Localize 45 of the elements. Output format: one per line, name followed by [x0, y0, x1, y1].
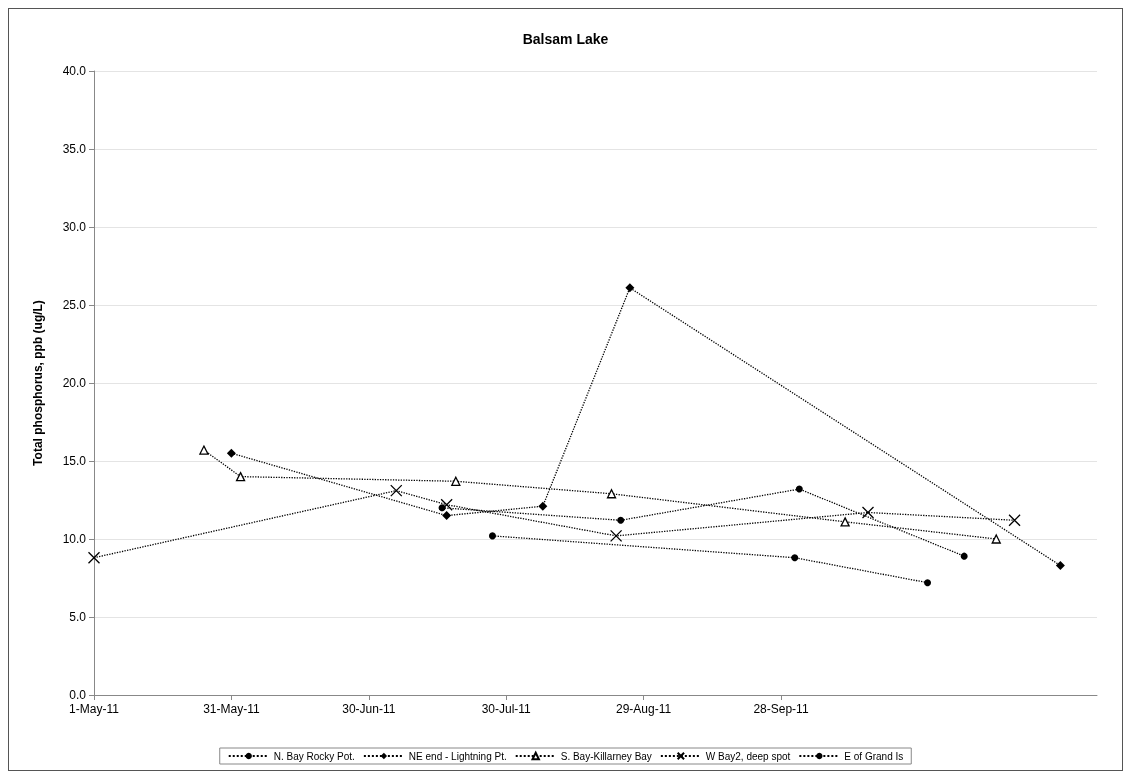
x-tick-label: 30-Jun-11 [342, 702, 396, 716]
point [617, 516, 625, 524]
point [606, 489, 617, 499]
point [795, 485, 803, 493]
point [488, 532, 496, 540]
point [440, 498, 453, 511]
point [840, 517, 850, 527]
x-tick-label: 30-Jul-11 [481, 702, 532, 716]
legend-label: NE end - Lightning Pt. [408, 750, 507, 762]
y-tick-label: 30.0 [62, 220, 87, 234]
y-tick-label: 15.0 [62, 454, 87, 468]
chart-title: Balsam Lake [522, 31, 609, 47]
legend-label: S. Bay-Killarney Bay [560, 750, 652, 762]
point [924, 579, 932, 587]
point [226, 448, 236, 458]
legend-label: W Bay2, deep spot [705, 750, 791, 762]
point [791, 554, 799, 562]
point [538, 501, 548, 511]
y-axis-title: Total phosphorus, ppb (ug/L) [31, 300, 45, 466]
y-tick-label: 40.0 [62, 64, 87, 78]
point [199, 445, 209, 455]
y-tick-label: 5.0 [69, 610, 87, 624]
point [1055, 561, 1065, 571]
point [442, 511, 452, 521]
x-tick-label: 29-Aug-11 [616, 702, 672, 716]
y-tick-label: 0.0 [69, 688, 87, 702]
x-tick-label: 28-Sep-11 [753, 702, 809, 716]
legend-label: E of Grand Is [844, 750, 904, 762]
point [625, 283, 635, 293]
x-tick-label: 1-May-11 [69, 702, 120, 716]
y-tick-label: 20.0 [62, 376, 87, 390]
y-tick-label: 35.0 [62, 142, 87, 156]
x-tick-label: 31-May-11 [203, 702, 260, 716]
point [609, 529, 623, 543]
point [390, 484, 403, 497]
point [991, 534, 1001, 544]
point [960, 552, 968, 560]
point [235, 471, 246, 482]
point [451, 476, 461, 486]
point [87, 551, 101, 564]
point [1008, 514, 1021, 527]
y-tick-label: 25.0 [62, 298, 87, 312]
point [861, 506, 875, 519]
y-tick-label: 10.0 [62, 532, 87, 546]
legend-label: N. Bay Rocky Pot. [273, 750, 355, 762]
